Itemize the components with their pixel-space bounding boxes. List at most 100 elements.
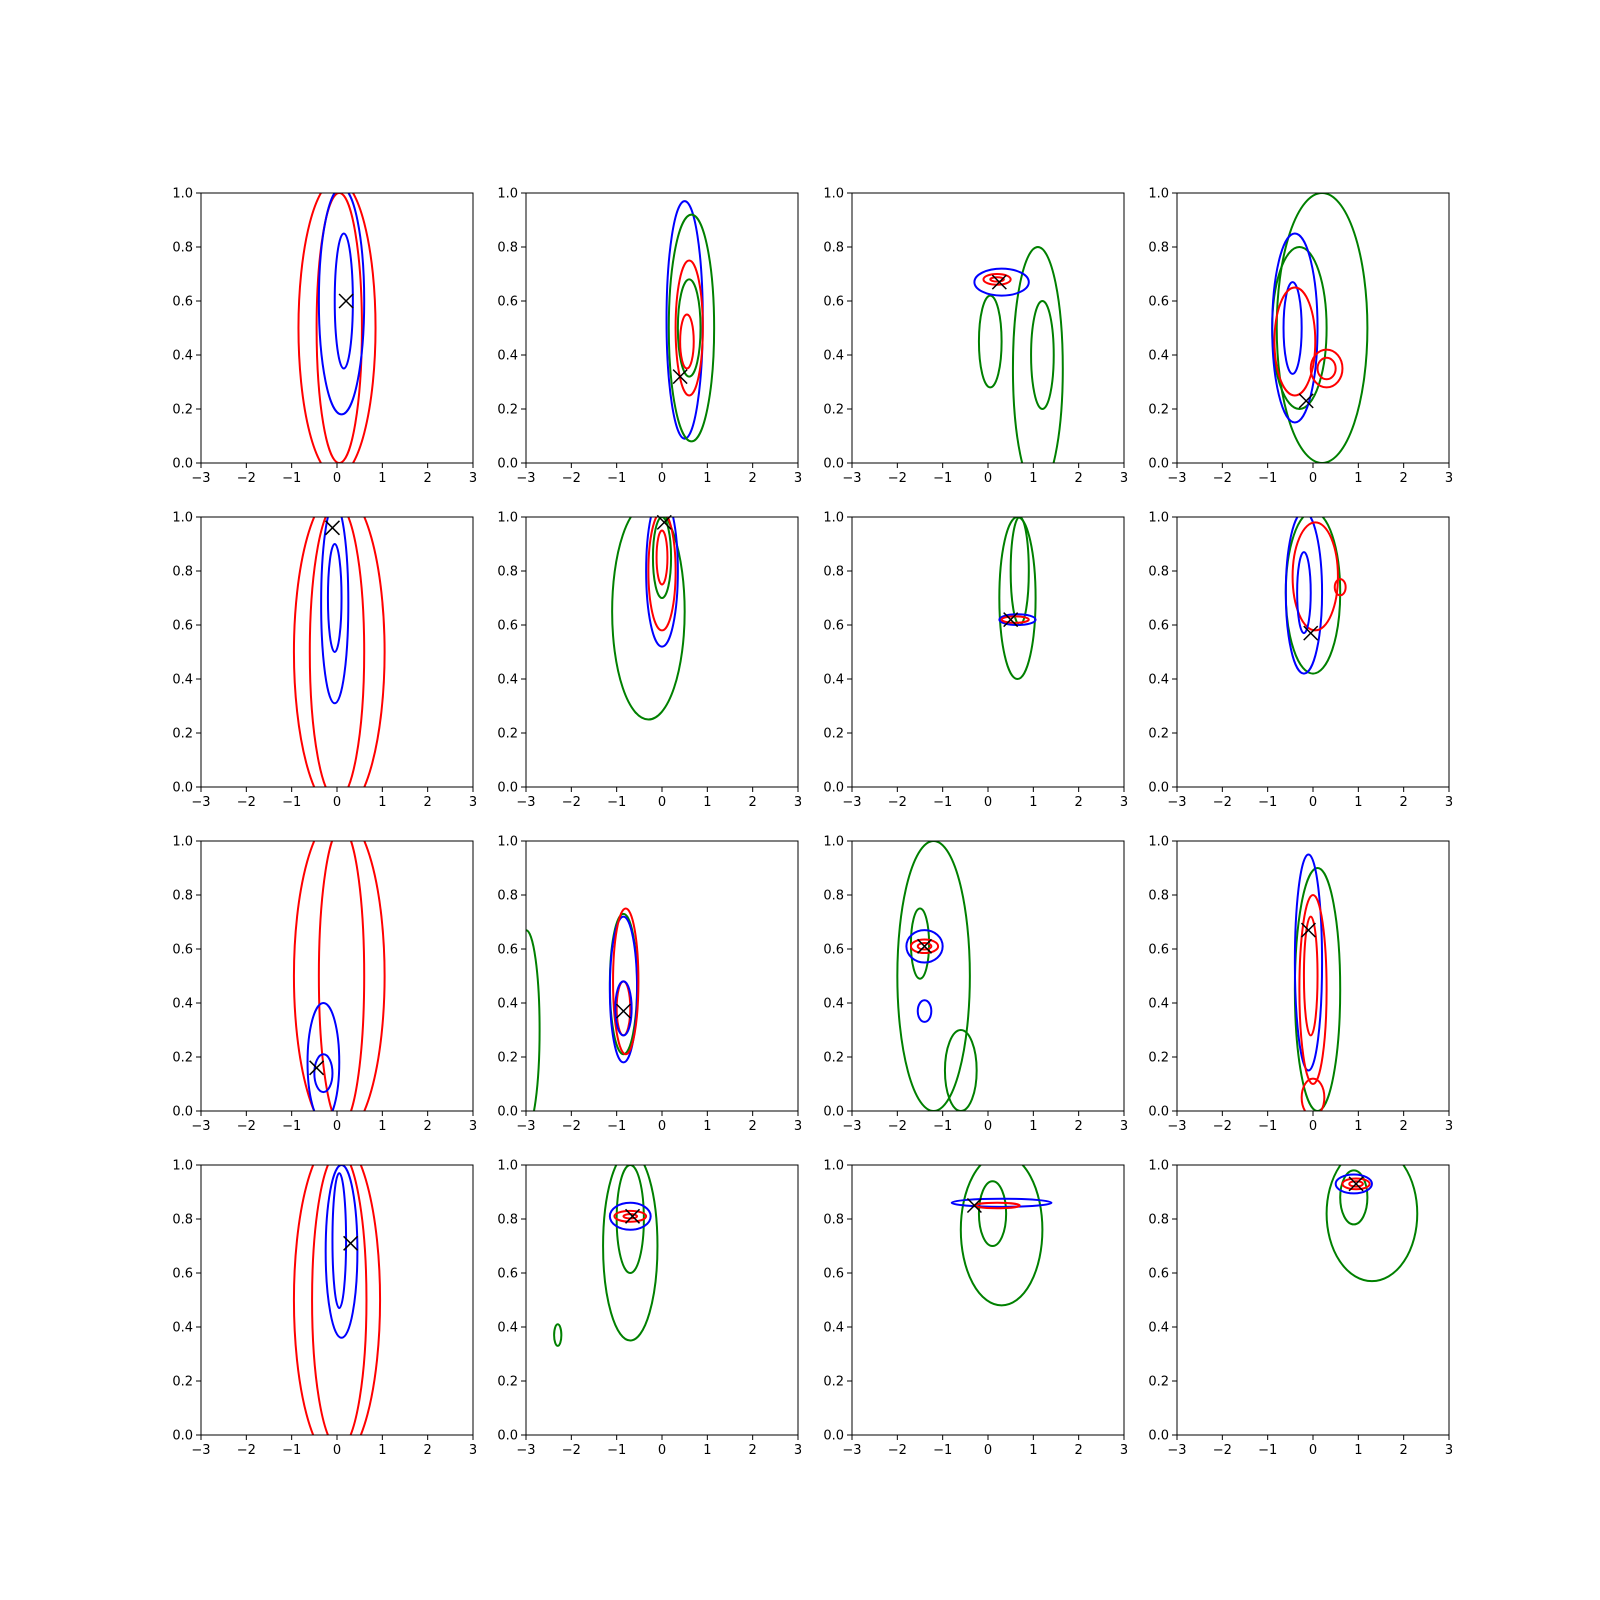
y-tick-label: 0.2 bbox=[172, 1375, 193, 1390]
contour-blue-outer bbox=[1284, 517, 1324, 675]
y-tick-label: 0.0 bbox=[497, 1105, 518, 1120]
mode-marker-x bbox=[1003, 612, 1019, 628]
x-tick-label: −1 bbox=[933, 1443, 952, 1458]
y-tick-label: 0.6 bbox=[823, 295, 844, 310]
contour-group bbox=[1325, 1165, 1419, 1283]
contour-red-outer bbox=[909, 938, 940, 955]
x-tick-label: −2 bbox=[237, 795, 256, 810]
y-tick-label: 0.2 bbox=[497, 403, 518, 418]
x-tick-label: 2 bbox=[749, 1119, 757, 1134]
x-tick-label: 2 bbox=[1400, 1119, 1408, 1134]
x-tick-label: −2 bbox=[888, 795, 907, 810]
contour-blue-outer bbox=[317, 193, 366, 416]
y-tick-label: 1.0 bbox=[1148, 835, 1169, 850]
contour-group bbox=[950, 1165, 1053, 1307]
panel-r1c3: −3 −2 −1 0 1 2 3 0.0 0.2 0.4 0.6 0.8 1.0 bbox=[823, 187, 1128, 487]
y-tick-label: 0.6 bbox=[172, 943, 193, 958]
y-tick-label: 0.6 bbox=[1148, 943, 1169, 958]
contour-red-inner bbox=[308, 517, 366, 787]
x-tick-label: 0 bbox=[984, 795, 992, 810]
mode-marker-x bbox=[917, 938, 933, 954]
x-tick-label: 2 bbox=[424, 1443, 432, 1458]
x-tick-label: −2 bbox=[237, 1443, 256, 1458]
y-tick-label: 0.0 bbox=[497, 781, 518, 796]
contour-red-outer bbox=[292, 841, 386, 1111]
contour-green-outer bbox=[1325, 1165, 1419, 1283]
y-tick-label: 0.6 bbox=[497, 619, 518, 634]
y-tick-label: 0.8 bbox=[1148, 241, 1169, 256]
y-tick-label: 0.0 bbox=[172, 1105, 193, 1120]
contour-red-outer bbox=[613, 1209, 648, 1223]
y-tick-label: 0.4 bbox=[823, 673, 844, 688]
y-tick-label: 0.8 bbox=[172, 1213, 193, 1228]
x-tick-label: 2 bbox=[1075, 1119, 1083, 1134]
contour-group bbox=[292, 841, 386, 1111]
x-tick-label: 0 bbox=[984, 471, 992, 486]
y-tick-label: 0.8 bbox=[497, 889, 518, 904]
y-tick-label: 0.8 bbox=[497, 241, 518, 256]
y-tick-label: 0.8 bbox=[823, 1213, 844, 1228]
x-tick-label: 1 bbox=[703, 1119, 711, 1134]
mode-marker-x bbox=[672, 369, 688, 385]
x-tick-label: −2 bbox=[237, 1119, 256, 1134]
x-tick-label: −3 bbox=[1167, 1443, 1186, 1458]
contour-group bbox=[553, 1165, 659, 1347]
contour-group bbox=[292, 1165, 382, 1435]
contour-blue-outer bbox=[973, 267, 1030, 297]
x-tick-label: 2 bbox=[1400, 795, 1408, 810]
y-tick-label: 0.2 bbox=[823, 1375, 844, 1390]
x-tick-label: 2 bbox=[1075, 795, 1083, 810]
mode-marker-x bbox=[1300, 922, 1316, 938]
x-tick-label: −1 bbox=[607, 795, 626, 810]
x-tick-label: −1 bbox=[607, 1119, 626, 1134]
y-tick-label: 1.0 bbox=[1148, 1159, 1169, 1174]
y-tick-label: 0.4 bbox=[497, 997, 518, 1012]
x-tick-label: 1 bbox=[1354, 795, 1362, 810]
contour-blue-outer bbox=[905, 929, 944, 964]
y-tick-label: 0.4 bbox=[823, 997, 844, 1012]
x-tick-label: −2 bbox=[1213, 1119, 1232, 1134]
x-tick-label: −3 bbox=[842, 471, 861, 486]
contour-red-outer bbox=[1341, 1177, 1371, 1191]
contour-red-inner bbox=[1302, 915, 1319, 1037]
x-tick-label: −3 bbox=[1167, 471, 1186, 486]
contour-blue-outer bbox=[1271, 232, 1319, 424]
x-tick-label: 0 bbox=[984, 1443, 992, 1458]
mode-marker-x bbox=[1348, 1176, 1364, 1192]
y-tick-label: 0.4 bbox=[172, 1321, 193, 1336]
x-tick-label: 1 bbox=[1354, 471, 1362, 486]
x-tick-label: −3 bbox=[516, 1119, 535, 1134]
contour-red-inner bbox=[317, 841, 366, 1111]
y-tick-label: 1.0 bbox=[1148, 187, 1169, 202]
x-tick-label: −3 bbox=[191, 795, 210, 810]
panel-r1c4: −3 −2 −1 0 1 2 3 0.0 0.2 0.4 0.6 0.8 1.0 bbox=[1148, 187, 1453, 487]
x-tick-label: 2 bbox=[424, 1119, 432, 1134]
x-tick-label: 3 bbox=[469, 1443, 477, 1458]
contour-blue-inner bbox=[1296, 551, 1312, 635]
mode-marker-x bbox=[656, 514, 672, 530]
mode-marker-x bbox=[991, 274, 1007, 290]
x-tick-label: 3 bbox=[1120, 795, 1128, 810]
x-tick-label: −1 bbox=[1258, 795, 1277, 810]
y-tick-label: 0.2 bbox=[1148, 403, 1169, 418]
x-tick-label: 1 bbox=[703, 471, 711, 486]
y-tick-label: 0.6 bbox=[172, 619, 193, 634]
y-tick-label: 0.0 bbox=[1148, 1105, 1169, 1120]
x-tick-label: −1 bbox=[282, 1443, 301, 1458]
x-tick-label: 3 bbox=[794, 1443, 802, 1458]
contour-red-outer bbox=[292, 1165, 382, 1435]
y-tick-label: 1.0 bbox=[172, 187, 193, 202]
x-tick-label: 3 bbox=[794, 1119, 802, 1134]
y-tick-label: 1.0 bbox=[823, 835, 844, 850]
y-tick-label: 0.2 bbox=[1148, 1375, 1169, 1390]
contour-blue-inner bbox=[331, 1172, 348, 1310]
x-tick-label: −2 bbox=[1213, 1443, 1232, 1458]
y-tick-label: 1.0 bbox=[497, 187, 518, 202]
y-tick-label: 0.6 bbox=[1148, 1267, 1169, 1282]
panel-r2c1: −3 −2 −1 0 1 2 3 0.0 0.2 0.4 0.6 0.8 1.0 bbox=[172, 511, 477, 811]
y-tick-label: 1.0 bbox=[823, 1159, 844, 1174]
contour-group bbox=[1271, 193, 1369, 463]
y-tick-label: 0.4 bbox=[497, 1321, 518, 1336]
contour-group bbox=[292, 517, 386, 787]
